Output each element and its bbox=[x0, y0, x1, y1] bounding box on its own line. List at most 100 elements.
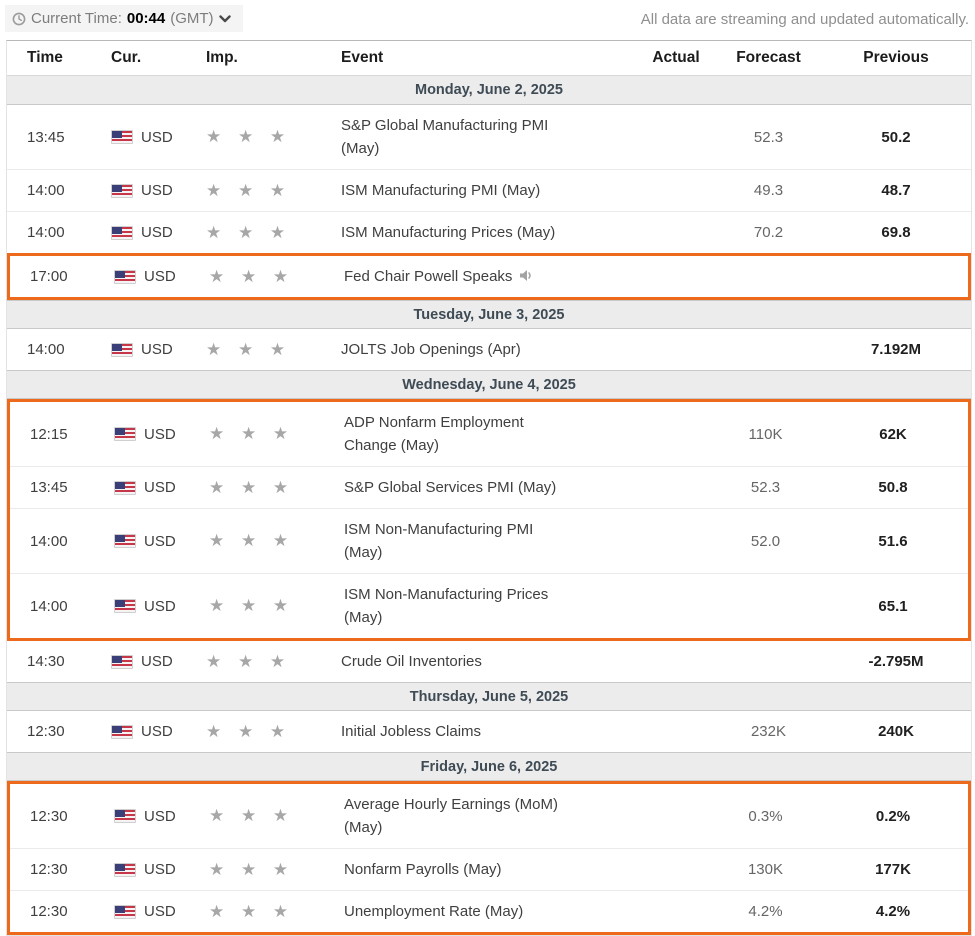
event-cell: Nonfarm Payrolls (May) bbox=[344, 849, 633, 890]
column-header-currency: Cur. bbox=[111, 49, 142, 66]
currency-code: USD bbox=[141, 128, 173, 146]
previous-value: 69.8 bbox=[881, 224, 911, 241]
highlighted-event-group: 17:00 USD ★ ★ ★ Fed Chair Powell Speaks bbox=[7, 253, 971, 300]
column-header-forecast: Forecast bbox=[736, 49, 801, 66]
currency-code: USD bbox=[144, 861, 176, 878]
previous-value: 0.2% bbox=[875, 807, 911, 825]
currency-code: USD bbox=[144, 807, 176, 825]
current-time-value: 00:44 bbox=[126, 10, 166, 27]
event-name[interactable]: ISM Non-Manufacturing PMI (May) bbox=[344, 521, 534, 561]
us-flag-icon bbox=[114, 269, 136, 284]
us-flag-icon bbox=[114, 599, 136, 613]
event-name[interactable]: S&P Global Services PMI (May) bbox=[344, 479, 557, 496]
previous-value bbox=[818, 268, 968, 286]
event-name[interactable]: JOLTS Job Openings (Apr) bbox=[341, 341, 521, 358]
event-time: 13:45 bbox=[27, 128, 65, 146]
currency-code: USD bbox=[141, 341, 173, 358]
event-name[interactable]: ISM Manufacturing Prices (May) bbox=[341, 224, 556, 241]
event-row[interactable]: 12:15 USD ★ ★ ★ ADP Nonfarm Employment Chan… bbox=[10, 402, 968, 466]
currency-code: USD bbox=[141, 224, 173, 241]
actual-value bbox=[633, 597, 713, 615]
importance-stars: ★ ★ ★ bbox=[209, 531, 295, 550]
event-currency: USD bbox=[111, 173, 206, 208]
actual-value bbox=[636, 653, 716, 671]
importance-rating: ★ ★ ★ bbox=[206, 713, 341, 751]
event-cell: Unemployment Rate (May) bbox=[344, 891, 633, 932]
event-time: 12:30 bbox=[27, 723, 65, 740]
actual-value bbox=[636, 182, 716, 200]
importance-rating: ★ ★ ★ bbox=[206, 331, 341, 369]
event-row[interactable]: 13:45 USD ★ ★ ★ S&P Global Manufacturing PM… bbox=[7, 105, 971, 169]
forecast-value bbox=[716, 341, 821, 359]
importance-stars: ★ ★ ★ bbox=[206, 651, 292, 671]
importance-stars: ★ ★ ★ bbox=[209, 424, 295, 443]
actual-value bbox=[636, 224, 716, 242]
currency-code: USD bbox=[141, 653, 173, 670]
event-row[interactable]: 14:00 USD ★ ★ ★ ISM Non-Manufacturing PMI (… bbox=[10, 508, 968, 573]
event-time: 13:45 bbox=[30, 479, 68, 496]
event-time: 14:00 bbox=[27, 182, 65, 199]
importance-rating: ★ ★ ★ bbox=[209, 469, 344, 507]
event-row[interactable]: 17:00 USD ★ ★ ★ Fed Chair Powell Speaks bbox=[10, 256, 968, 297]
event-row[interactable]: 12:30 USD ★ ★ ★ Unemployment Rate (May) 4.2%… bbox=[10, 890, 968, 932]
event-name[interactable]: ADP Nonfarm Employment Change (May) bbox=[344, 414, 524, 454]
event-name[interactable]: Crude Oil Inventories bbox=[341, 653, 482, 670]
event-name[interactable]: Average Hourly Earnings (MoM) (May) bbox=[344, 796, 558, 836]
forecast-value: 110K bbox=[748, 425, 783, 443]
event-name[interactable]: Fed Chair Powell Speaks bbox=[344, 268, 513, 285]
previous-value: 177K bbox=[875, 861, 911, 878]
actual-value bbox=[633, 903, 713, 921]
us-flag-icon bbox=[114, 480, 136, 495]
event-row[interactable]: 14:00 USD ★ ★ ★ JOLTS Job Openings (Apr) 7.1… bbox=[7, 329, 971, 370]
event-row[interactable]: 12:30 USD ★ ★ ★ Average Hourly Earnings (Mo… bbox=[10, 784, 968, 848]
event-row[interactable]: 14:30 USD ★ ★ ★ Crude Oil Inventories -2.795… bbox=[7, 641, 971, 682]
currency-code: USD bbox=[141, 182, 173, 199]
us-flag-icon bbox=[111, 225, 133, 240]
importance-rating: ★ ★ ★ bbox=[206, 118, 341, 156]
event-name[interactable]: S&P Global Manufacturing PMI (May) bbox=[341, 117, 549, 157]
us-flag-icon bbox=[111, 342, 133, 357]
importance-stars: ★ ★ ★ bbox=[206, 721, 292, 741]
clock-icon bbox=[12, 12, 26, 26]
event-name[interactable]: Nonfarm Payrolls (May) bbox=[344, 861, 502, 878]
event-row[interactable]: 14:00 USD ★ ★ ★ ISM Manufacturing Prices (M… bbox=[7, 211, 971, 253]
event-name[interactable]: ISM Manufacturing PMI (May) bbox=[341, 182, 541, 199]
forecast-value: 232K bbox=[750, 723, 787, 740]
table-header-row: Time Cur. Imp. Event Actual Forecast Pre… bbox=[7, 41, 971, 76]
event-row[interactable]: 14:00 USD ★ ★ ★ ISM Manufacturing PMI (May)… bbox=[7, 169, 971, 211]
forecast-value: 52.0 bbox=[750, 532, 781, 550]
event-currency: USD bbox=[114, 524, 209, 559]
day-section-header: Friday, June 6, 2025 bbox=[7, 752, 971, 781]
event-time: 14:00 bbox=[27, 341, 65, 358]
importance-rating: ★ ★ ★ bbox=[209, 258, 344, 296]
event-name[interactable]: ISM Non-Manufacturing Prices (May) bbox=[344, 586, 549, 626]
event-row[interactable]: 14:00 USD ★ ★ ★ ISM Non-Manufacturing Price… bbox=[10, 573, 968, 638]
event-currency: USD bbox=[114, 799, 209, 834]
event-row[interactable]: 13:45 USD ★ ★ ★ S&P Global Services PMI (Ma… bbox=[10, 466, 968, 508]
event-cell: Fed Chair Powell Speaks bbox=[344, 256, 633, 297]
us-flag-icon bbox=[114, 904, 136, 919]
event-currency: USD bbox=[114, 470, 209, 505]
event-cell: ISM Non-Manufacturing PMI (May) bbox=[344, 509, 633, 573]
importance-stars: ★ ★ ★ bbox=[209, 901, 295, 921]
current-time-selector[interactable]: Current Time: 00:44 (GMT) bbox=[5, 5, 243, 32]
us-flag-icon bbox=[114, 427, 136, 441]
economic-calendar-table: Time Cur. Imp. Event Actual Forecast Pre… bbox=[6, 40, 972, 936]
column-header-previous: Previous bbox=[863, 49, 929, 66]
event-cell: JOLTS Job Openings (Apr) bbox=[341, 329, 636, 370]
event-currency: USD bbox=[114, 894, 209, 929]
event-row[interactable]: 12:30 USD ★ ★ ★ Nonfarm Payrolls (May) 130K 1… bbox=[10, 848, 968, 890]
event-cell: Average Hourly Earnings (MoM) (May) bbox=[344, 784, 633, 848]
importance-stars: ★ ★ ★ bbox=[209, 477, 295, 497]
previous-value: 65.1 bbox=[878, 597, 908, 615]
forecast-value: 52.3 bbox=[753, 128, 784, 146]
us-flag-icon bbox=[111, 724, 133, 739]
event-name[interactable]: Initial Jobless Claims bbox=[341, 723, 482, 740]
event-currency: USD bbox=[111, 644, 206, 679]
importance-rating: ★ ★ ★ bbox=[206, 172, 341, 210]
event-time: 12:30 bbox=[30, 903, 68, 920]
speaker-icon[interactable] bbox=[519, 269, 534, 282]
event-row[interactable]: 12:30 USD ★ ★ ★ Initial Jobless Claims 232K 2… bbox=[7, 711, 971, 752]
chevron-down-icon[interactable] bbox=[218, 14, 231, 23]
importance-rating: ★ ★ ★ bbox=[209, 893, 344, 931]
